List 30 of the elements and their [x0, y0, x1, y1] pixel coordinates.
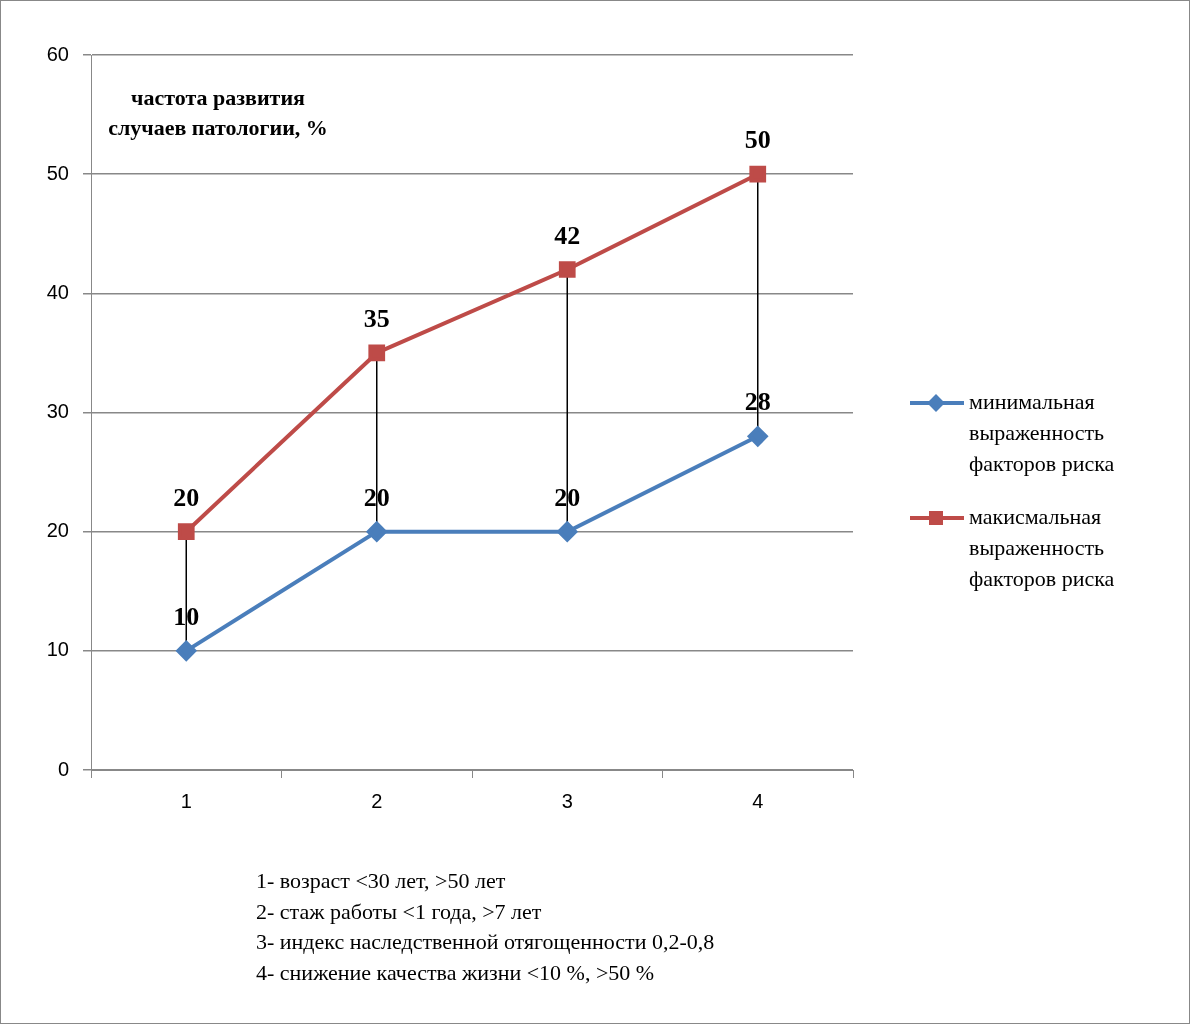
y-tick-label: 20 [46, 519, 69, 542]
point [558, 261, 576, 278]
y-tick-label: 30 [46, 400, 69, 423]
text: 3- индекс наследственной отягощенности 0,2-0,8 [256, 928, 715, 956]
text: 4- снижение качества жизни <10 %, >50 % [256, 958, 656, 987]
x-tick-label: 4 [752, 789, 764, 812]
x-tick-label: 3 [561, 789, 573, 812]
data-label: 35 [363, 303, 390, 333]
text: 2- стаж работы <1 года, >7 лет [256, 897, 543, 926]
y-axis-title: частота развития случаев патологии, % [108, 85, 328, 140]
y-tick-label: 0 [57, 757, 69, 780]
point [747, 426, 768, 447]
legend-label: минимальная выраженность факторов риска [969, 389, 1115, 476]
data-label: 42 [554, 220, 581, 250]
data-label: 20 [173, 482, 200, 512]
y-tick-label: 10 [46, 638, 69, 661]
point [368, 344, 386, 362]
point [366, 521, 387, 542]
data-label: 50 [744, 125, 771, 155]
point [557, 521, 578, 542]
point [749, 165, 767, 183]
x-tick-label: 2 [371, 789, 383, 812]
y-tick-label: 40 [46, 280, 69, 303]
point [177, 523, 195, 541]
point [176, 640, 197, 661]
text: 1- возраст <30 лет, >50 лет [256, 867, 507, 895]
legend-label: макисмальная выраженность факторов риска [969, 504, 1115, 591]
x-tick-label: 1 [180, 789, 192, 812]
y-tick-label: 50 [46, 161, 69, 184]
y-tick-label: 60 [46, 42, 69, 65]
